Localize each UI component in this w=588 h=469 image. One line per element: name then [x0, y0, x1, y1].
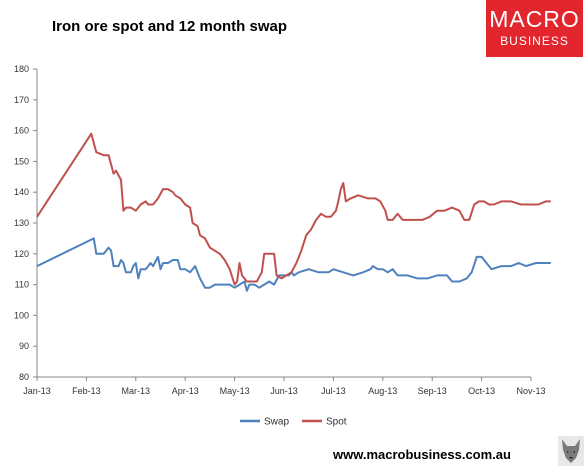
series-line-swap — [36, 237, 551, 292]
chart-legend: Swap Spot — [240, 417, 347, 428]
y-tick-label: 90 — [19, 341, 29, 351]
x-tick-label: Jul-13 — [321, 386, 346, 396]
y-tick-label: 180 — [14, 64, 29, 74]
logo-line2: BUSINESS — [500, 34, 569, 48]
macrobusiness-logo: MACRO BUSINESS — [486, 0, 583, 57]
x-tick-label: Nov-13 — [516, 386, 545, 396]
legend-label-swap: Swap — [264, 417, 289, 428]
x-tick-label: Mar-13 — [122, 386, 151, 396]
x-tick-label: Oct-13 — [468, 386, 495, 396]
chart-series — [36, 132, 551, 292]
x-tick-label: Sep-13 — [418, 386, 447, 396]
y-tick-label: 170 — [14, 95, 29, 105]
x-tick-label: Aug-13 — [368, 386, 397, 396]
x-tick-label: Feb-13 — [72, 386, 101, 396]
wolf-logo-icon — [558, 436, 584, 466]
chart-title: Iron ore spot and 12 month swap — [52, 18, 288, 35]
x-tick-label: Jan-13 — [23, 386, 51, 396]
footer-url[interactable]: www.macrobusiness.com.au — [333, 447, 511, 462]
y-tick-label: 100 — [14, 310, 29, 320]
legend-label-spot: Spot — [326, 417, 347, 428]
x-tick-label: May-13 — [220, 386, 250, 396]
y-tick-label: 80 — [19, 372, 29, 382]
x-tick-label: Jun-13 — [270, 386, 298, 396]
y-tick-label: 130 — [14, 218, 29, 228]
chart-axes: 80 90 100 110 120 130 140 150 160 170 180 Jan-13 Feb… — [14, 64, 546, 396]
y-tick-label: 160 — [14, 126, 29, 136]
y-tick-label: 120 — [14, 249, 29, 259]
y-tick-label: 150 — [14, 156, 29, 166]
series-line-spot — [36, 132, 551, 286]
logo-line1: MACRO — [489, 6, 580, 32]
x-tick-label: Apr-13 — [172, 386, 199, 396]
y-tick-label: 140 — [14, 187, 29, 197]
y-tick-label: 110 — [15, 280, 29, 290]
